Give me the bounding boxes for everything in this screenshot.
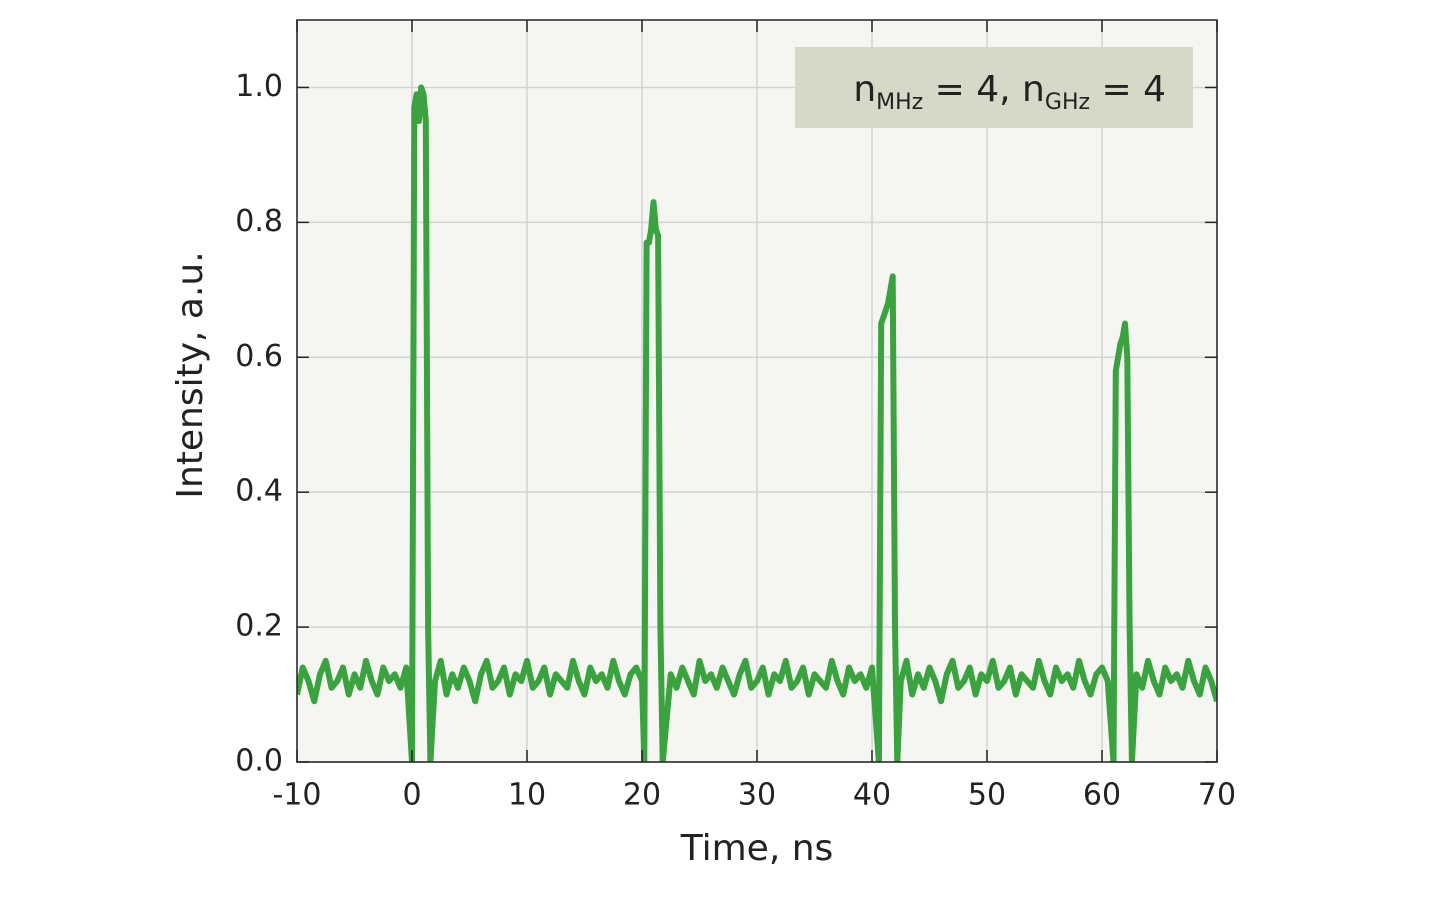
annotation-sub: GHz	[1045, 90, 1090, 115]
annotation-part: = 4	[1090, 69, 1166, 110]
x-tick-label: 40	[853, 778, 891, 813]
x-axis-label: Time, ns	[680, 828, 834, 869]
annotation: nMHz = 4, nGHz = 4	[853, 69, 1166, 115]
x-tick-label: 20	[623, 778, 661, 813]
annotation-part: n	[853, 69, 876, 110]
y-tick-label: 1.0	[235, 69, 283, 104]
x-tick-label: 60	[1083, 778, 1121, 813]
y-tick-label: 0.0	[235, 744, 283, 779]
ticks: -10 0 10 20 30 40 50 60 70 0.0 0.2 0.4 0.6 0.8 1.0	[235, 20, 1236, 813]
series	[297, 84, 1217, 762]
x-tick-label: 70	[1198, 778, 1236, 813]
annotation-sub: MHz	[876, 90, 923, 115]
x-tick-label: 30	[738, 778, 776, 813]
y-tick-label: 0.2	[235, 609, 283, 644]
y-axis-label: Intensity, a.u.	[170, 251, 211, 498]
y-tick-label: 0.4	[235, 474, 283, 509]
x-tick-label: -10	[273, 778, 322, 813]
x-tick-label: 10	[508, 778, 546, 813]
series-line	[297, 84, 1217, 762]
y-tick-label: 0.6	[235, 339, 283, 374]
x-tick-label: 50	[968, 778, 1006, 813]
annotation-part: = 4, n	[923, 69, 1045, 110]
annotation-box	[795, 47, 1193, 128]
y-tick-label: 0.8	[235, 204, 283, 239]
x-tick-label: 0	[402, 778, 421, 813]
